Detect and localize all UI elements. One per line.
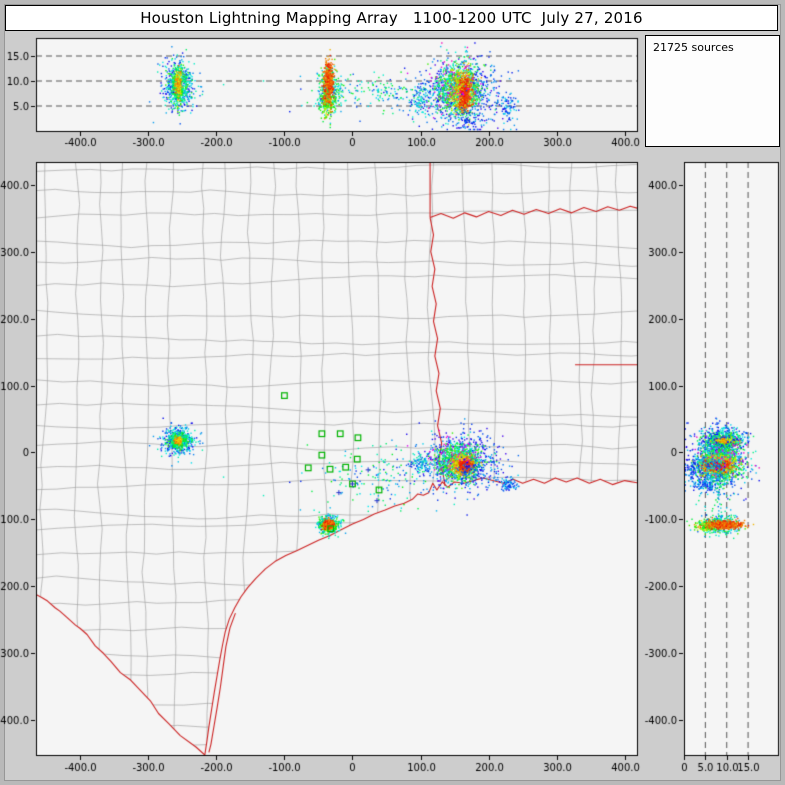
figure-title: Houston Lightning Mapping Array 1100-120…: [140, 9, 643, 27]
title-bar: Houston Lightning Mapping Array 1100-120…: [5, 5, 778, 31]
sources-count: 21725 sources: [653, 41, 734, 54]
sources-box: 21725 sources: [645, 35, 780, 147]
